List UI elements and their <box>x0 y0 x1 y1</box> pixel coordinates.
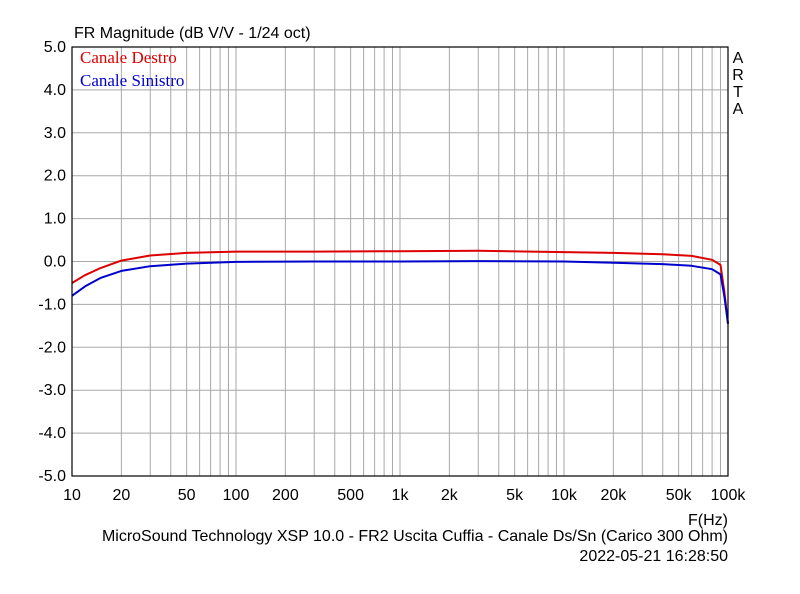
legend-canale-destro: Canale Destro <box>80 48 177 67</box>
watermark-letter: R <box>732 67 744 84</box>
y-tick-label: -4.0 <box>38 425 66 442</box>
series-line-canale-destro <box>71 249 729 324</box>
footer-description: MicroSound Technology XSP 10.0 - FR2 Usc… <box>102 528 728 545</box>
y-tick-label: -1.0 <box>38 296 66 313</box>
y-tick-label: 3.0 <box>44 125 66 142</box>
watermark-letter: A <box>733 50 744 67</box>
y-tick-label: 4.0 <box>44 82 66 99</box>
x-tick-label: 5k <box>506 487 524 504</box>
curves <box>71 249 729 324</box>
x-tick-label: 2k <box>441 487 459 504</box>
watermark-letter: T <box>733 84 743 101</box>
x-tick-label: 200 <box>272 487 299 504</box>
x-tick-label: 20 <box>112 487 130 504</box>
y-tick-label: 2.0 <box>44 168 66 185</box>
series-line-canale-sinistro <box>71 260 729 324</box>
y-tick-label: 0.0 <box>44 254 66 271</box>
x-axis-label: F(Hz) <box>688 512 728 529</box>
x-tick-label: 50 <box>178 487 196 504</box>
x-tick-label: 10k <box>551 487 578 504</box>
y-tick-label: -2.0 <box>38 339 66 356</box>
watermark-letter: A <box>733 101 744 118</box>
x-tick-label: 50k <box>666 487 693 504</box>
x-tick-label: 500 <box>337 487 364 504</box>
y-tick-label: 5.0 <box>44 39 66 56</box>
x-tick-label: 100k <box>711 487 747 504</box>
y-tick-label: 1.0 <box>44 211 66 228</box>
y-axis-ticks: 5.0 4.0 3.0 2.0 1.0 0.0 -1.0 -2.0 -3.0 -4.0 -5.0 <box>38 39 66 485</box>
legend-canale-sinistro: Canale Sinistro <box>80 71 184 90</box>
y-tick-label: -5.0 <box>38 468 66 485</box>
footer-timestamp: 2022-05-21 16:28:50 <box>579 548 728 565</box>
y-tick-label: -3.0 <box>38 382 66 399</box>
x-tick-label: 1k <box>392 487 410 504</box>
x-axis-ticks: 10 20 50 100 200 500 1k 2k 5k 10k 20k 50k 100k <box>63 487 746 504</box>
x-tick-label: 100 <box>223 487 250 504</box>
x-tick-label: 20k <box>600 487 627 504</box>
plot-frame <box>71 46 729 477</box>
chart-title: FR Magnitude (dB V/V - 1/24 oct) <box>74 25 311 42</box>
x-tick-label: 10 <box>63 487 81 504</box>
